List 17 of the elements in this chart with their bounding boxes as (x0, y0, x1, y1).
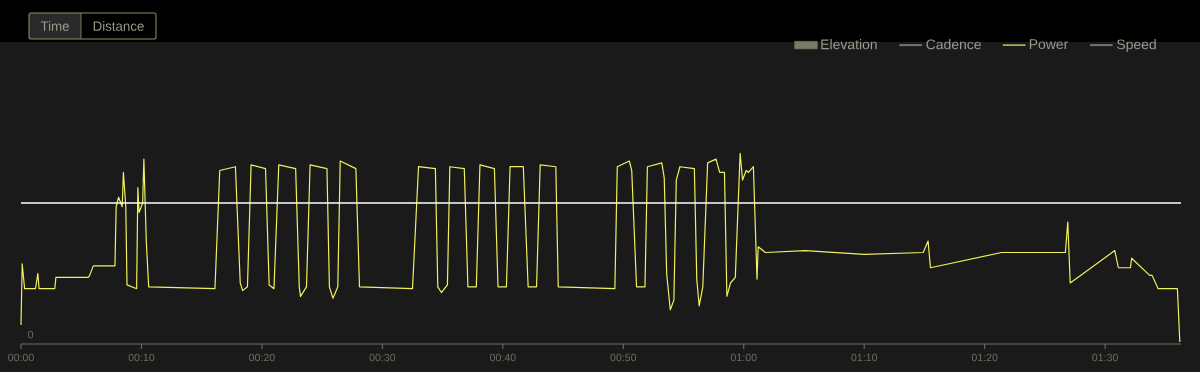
x-tick-label: 00:30 (369, 353, 396, 362)
x-tick-label: 00:50 (610, 353, 637, 362)
x-tick-label: 01:10 (851, 353, 878, 362)
annotation: 0 (28, 330, 34, 339)
legend-label: Cadence (926, 39, 981, 50)
x-tick-label: 01:00 (730, 353, 757, 362)
x-tick-label: 00:40 (489, 353, 516, 362)
x-tick-label: 01:30 (1092, 353, 1119, 362)
legend-label: Elevation (821, 39, 877, 50)
text: Distance (93, 21, 144, 31)
text: Time (40, 21, 69, 31)
x-tick-label: 00:20 (249, 353, 275, 362)
legend-label: Power (1029, 39, 1069, 50)
legend-label: Speed (1117, 39, 1156, 53)
x-tick-label: 01:20 (971, 353, 998, 362)
x-tick-label: 00:10 (128, 353, 155, 362)
x-tick-label: 00:00 (8, 353, 34, 362)
